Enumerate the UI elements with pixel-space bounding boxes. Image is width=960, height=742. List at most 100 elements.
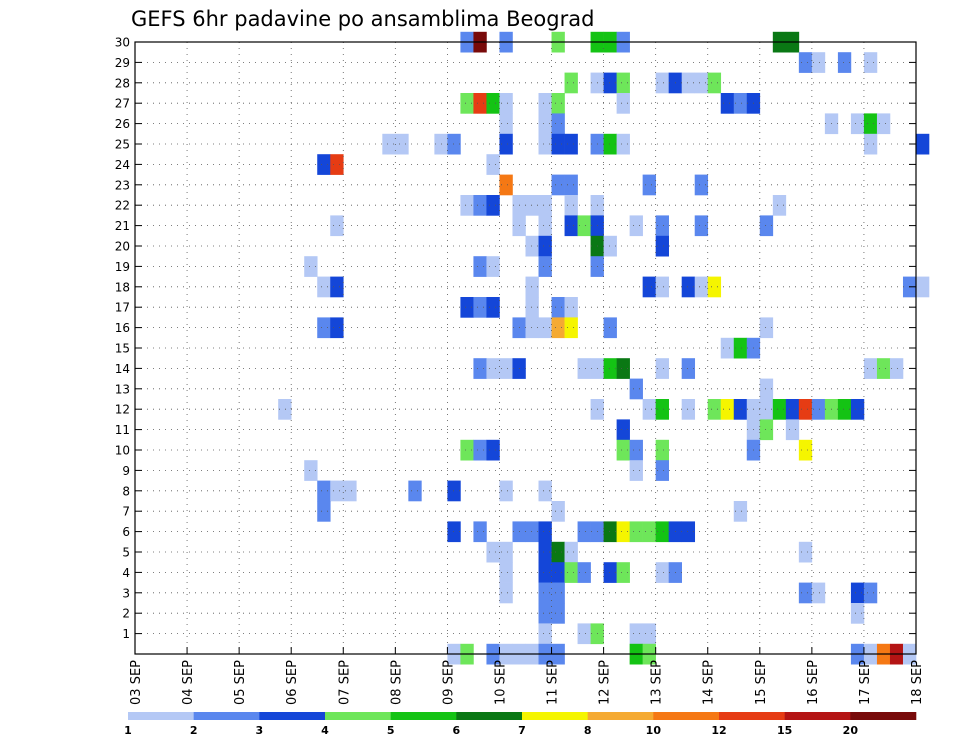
heatmap-cell <box>551 133 565 155</box>
heatmap-cell <box>577 623 591 645</box>
heatmap-cell <box>395 133 409 155</box>
heatmap-cell <box>577 521 591 543</box>
heatmap-cell <box>330 317 344 339</box>
y-tick-label: 13 <box>115 382 130 396</box>
x-tick-label: 14 SEP <box>702 660 717 705</box>
heatmap-cell <box>486 154 500 175</box>
legend-swatch <box>522 712 588 720</box>
grid-layer <box>135 42 916 654</box>
heatmap-cell <box>499 113 513 135</box>
chart-title: GEFS 6hr padavine po ansamblima Beograd <box>131 7 594 31</box>
heatmap-cell <box>616 419 630 441</box>
heatmap-cell <box>681 358 696 379</box>
heatmap-cell <box>616 72 630 94</box>
heatmap-cell <box>772 195 787 216</box>
y-tick-label: 15 <box>115 342 130 356</box>
heatmap-cell <box>694 215 709 237</box>
heatmap-cell <box>564 541 578 563</box>
y-tick-label: 9 <box>122 464 130 478</box>
heatmap-cell <box>655 72 669 94</box>
heatmap-cell <box>629 378 643 400</box>
heatmap-cell <box>603 235 617 257</box>
heatmap-cell <box>616 521 630 543</box>
heatmap-cell <box>525 276 539 298</box>
heatmap-cell <box>473 93 487 114</box>
y-tick-label: 2 <box>122 607 130 621</box>
heatmap-cell <box>278 399 292 420</box>
heatmap-cell <box>811 399 826 420</box>
heatmap-cell <box>916 276 930 298</box>
y-tick-label: 14 <box>115 362 130 376</box>
x-tick-label: 13 SEP <box>650 660 665 705</box>
x-tick-label: 05 SEP <box>233 660 248 705</box>
heatmap-cell <box>850 603 865 624</box>
heatmap-cell <box>330 276 344 298</box>
heatmap-cell <box>499 174 513 196</box>
heatmap-cell <box>499 480 513 502</box>
legend-swatch <box>653 712 720 720</box>
heatmap-cell <box>525 521 539 543</box>
legend-swatch <box>390 712 457 720</box>
heatmap-cell <box>382 133 396 155</box>
heatmap-cell <box>538 480 552 502</box>
heatmap-cell <box>603 72 617 94</box>
heatmap-cell <box>785 399 800 420</box>
heatmap-cell <box>473 297 487 318</box>
y-tick-label: 10 <box>115 444 130 458</box>
y-tick-label: 22 <box>115 199 130 213</box>
heatmap-cell <box>642 174 656 196</box>
heatmap-cell <box>616 439 630 461</box>
legend-label: 15 <box>777 724 792 737</box>
heatmap-cell <box>564 72 578 94</box>
heatmap-cell <box>486 93 500 114</box>
heatmap-cell <box>616 133 630 155</box>
heatmap-cell <box>525 317 539 339</box>
y-tick-label: 21 <box>115 219 130 233</box>
heatmap-cell <box>473 439 487 461</box>
heatmap-cell <box>733 501 748 522</box>
heatmap-cell <box>733 337 748 359</box>
legend-label: 6 <box>453 724 461 737</box>
heatmap-cell <box>538 256 552 277</box>
heatmap-cell <box>460 297 474 318</box>
heatmap-cell <box>538 541 552 563</box>
heatmap-cell <box>629 521 643 543</box>
x-tick-label: 10 SEP <box>493 660 508 705</box>
heatmap-cell <box>681 399 696 420</box>
heatmap-cell <box>486 439 500 461</box>
heatmap-cell <box>538 317 552 339</box>
heatmap-cell <box>330 480 344 502</box>
heatmap-cell <box>798 52 813 73</box>
heatmap-cell <box>720 93 735 114</box>
heatmap-cell <box>551 113 565 135</box>
heatmap-cell <box>629 439 643 461</box>
x-tick-label: 18 SEP <box>910 660 925 705</box>
heatmap-cell <box>551 501 565 522</box>
heatmap-cell <box>733 93 748 114</box>
heatmap-cell <box>694 276 709 298</box>
heatmap-cell <box>603 133 617 155</box>
heatmap-cell <box>720 399 735 420</box>
heatmap-cell <box>564 317 578 339</box>
x-tick-label: 09 SEP <box>441 660 456 705</box>
heatmap-cell <box>551 582 565 604</box>
heatmap-cell <box>655 276 669 298</box>
heatmap-cell <box>538 195 552 216</box>
heatmap-cell <box>538 215 552 237</box>
heatmap-cell <box>551 297 565 318</box>
heatmap-cell <box>538 623 552 645</box>
heatmap-cell <box>720 337 735 359</box>
legend-swatch <box>456 712 523 720</box>
heatmap-cell <box>330 215 344 237</box>
legend-label: 8 <box>584 724 592 737</box>
legend-label: 3 <box>256 724 264 737</box>
heatmap-cell <box>551 174 565 196</box>
heatmap-cell <box>798 399 813 420</box>
heatmap-cell <box>629 460 643 481</box>
heatmap-cell <box>759 215 774 237</box>
heatmap-cell <box>707 72 722 94</box>
heatmap-cell <box>642 399 656 420</box>
heatmap-cell <box>616 358 630 379</box>
heatmap-cell <box>564 297 578 318</box>
heatmap-cell <box>655 399 669 420</box>
